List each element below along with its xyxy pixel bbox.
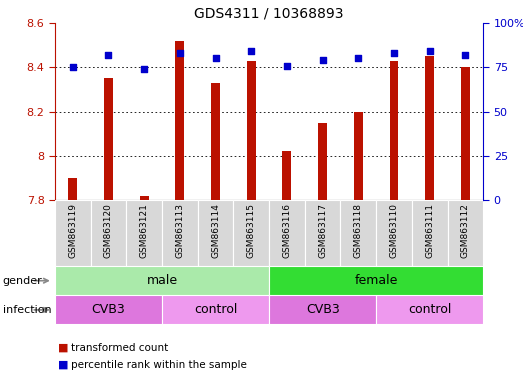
Text: GSM863111: GSM863111 [425,204,434,258]
Text: control: control [408,303,451,316]
Text: GSM863117: GSM863117 [318,204,327,258]
Bar [425,56,434,200]
Point [104,52,112,58]
Bar [55,295,162,324]
Bar [461,67,470,200]
Text: percentile rank within the sample: percentile rank within the sample [71,360,246,370]
Bar [162,295,269,324]
Bar [140,195,149,200]
Bar [55,266,269,295]
Bar [175,41,184,200]
Point [354,55,362,61]
Text: GSM863116: GSM863116 [282,204,291,258]
Bar [269,266,483,295]
Text: ■: ■ [58,343,68,353]
Point [461,52,470,58]
Bar [269,200,305,266]
Text: GSM863115: GSM863115 [247,204,256,258]
Point [426,48,434,55]
Point [283,63,291,69]
Bar [448,200,483,266]
Text: GSM863119: GSM863119 [69,204,77,258]
Bar [247,61,256,200]
Bar [162,200,198,266]
Bar [376,200,412,266]
Point [176,50,184,56]
Title: GDS4311 / 10368893: GDS4311 / 10368893 [195,7,344,20]
Text: GSM863120: GSM863120 [104,204,113,258]
Text: transformed count: transformed count [71,343,168,353]
Bar [198,200,233,266]
Bar [354,112,363,200]
Text: male: male [146,274,178,287]
Bar [233,200,269,266]
Bar [269,295,376,324]
Text: CVB3: CVB3 [92,303,126,316]
Point [140,66,149,72]
Text: GSM863118: GSM863118 [354,204,363,258]
Text: GSM863114: GSM863114 [211,204,220,258]
Bar [211,83,220,200]
Text: GSM863110: GSM863110 [390,204,399,258]
Point [319,57,327,63]
Bar [305,200,340,266]
Bar [390,61,399,200]
Bar [340,200,376,266]
Point [247,48,255,55]
Bar [55,200,90,266]
Bar [104,78,113,200]
Text: GSM863112: GSM863112 [461,204,470,258]
Text: gender: gender [3,276,42,286]
Bar [412,200,448,266]
Text: ■: ■ [58,360,68,370]
Text: infection: infection [3,305,51,315]
Bar [318,122,327,200]
Text: CVB3: CVB3 [306,303,339,316]
Point [390,50,398,56]
Bar [90,200,126,266]
Bar [126,200,162,266]
Bar [376,295,483,324]
Point [69,64,77,70]
Text: GSM863113: GSM863113 [175,204,184,258]
Point [211,55,220,61]
Text: female: female [355,274,398,287]
Bar [69,178,77,200]
Bar [282,151,291,200]
Text: control: control [194,303,237,316]
Text: GSM863121: GSM863121 [140,204,149,258]
